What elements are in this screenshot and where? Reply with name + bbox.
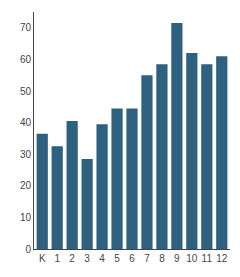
svg-text:1: 1 [54, 253, 60, 264]
svg-text:2: 2 [69, 253, 75, 264]
svg-text:9: 9 [174, 253, 180, 264]
svg-text:10: 10 [186, 253, 198, 264]
svg-text:4: 4 [99, 253, 105, 264]
svg-text:70: 70 [20, 22, 32, 33]
svg-text:0: 0 [25, 244, 31, 255]
svg-text:3: 3 [84, 253, 90, 264]
svg-text:60: 60 [20, 54, 32, 65]
svg-text:10: 10 [20, 212, 32, 223]
svg-text:K: K [39, 253, 46, 264]
svg-text:6: 6 [129, 253, 135, 264]
svg-text:30: 30 [20, 149, 32, 160]
svg-text:8: 8 [159, 253, 165, 264]
svg-text:12: 12 [216, 253, 228, 264]
svg-text:11: 11 [202, 253, 213, 264]
svg-text:40: 40 [20, 117, 32, 128]
svg-text:7: 7 [144, 253, 150, 264]
svg-text:20: 20 [20, 180, 32, 191]
svg-text:5: 5 [114, 253, 120, 264]
svg-text:50: 50 [20, 86, 32, 97]
